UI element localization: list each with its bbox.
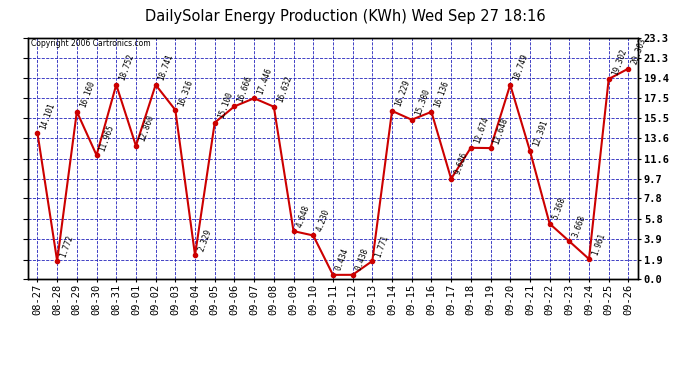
Text: 1.772: 1.772 [59,233,75,258]
Text: 16.229: 16.229 [393,79,411,108]
Text: 4.230: 4.230 [315,208,331,232]
Text: 9.686: 9.686 [453,151,469,176]
Text: 1.771: 1.771 [374,233,390,258]
Text: 16.136: 16.136 [433,80,451,109]
Text: 19.302: 19.302 [610,47,628,76]
Text: 15.100: 15.100 [216,91,234,120]
Text: 5.368: 5.368 [551,196,567,221]
Text: 12.860: 12.860 [137,114,155,143]
Text: DailySolar Energy Production (KWh) Wed Sep 27 18:16: DailySolar Energy Production (KWh) Wed S… [145,9,545,24]
Text: 11.965: 11.965 [98,123,116,152]
Text: 18.741: 18.741 [157,53,175,82]
Text: 12.648: 12.648 [492,116,510,145]
Text: 12.674: 12.674 [472,116,490,145]
Text: 4.648: 4.648 [295,204,311,228]
Text: 3.668: 3.668 [571,214,587,238]
Text: 0.434: 0.434 [335,247,351,272]
Text: 16.316: 16.316 [177,78,195,107]
Text: 14.101: 14.101 [39,101,57,130]
Text: 2.329: 2.329 [197,228,213,252]
Text: 15.380: 15.380 [413,88,431,117]
Text: 1.961: 1.961 [591,231,607,256]
Text: 17.446: 17.446 [255,66,273,96]
Text: 16.666: 16.666 [236,74,254,104]
Text: 18.749: 18.749 [511,53,529,82]
Text: 20.303: 20.303 [630,37,648,66]
Text: 0.438: 0.438 [354,247,371,272]
Text: 16.160: 16.160 [78,80,96,109]
Text: Copyright 2006 Cartronics.com: Copyright 2006 Cartronics.com [30,39,150,48]
Text: 16.632: 16.632 [275,75,293,104]
Text: 12.391: 12.391 [531,119,549,148]
Text: 18.752: 18.752 [117,53,135,82]
